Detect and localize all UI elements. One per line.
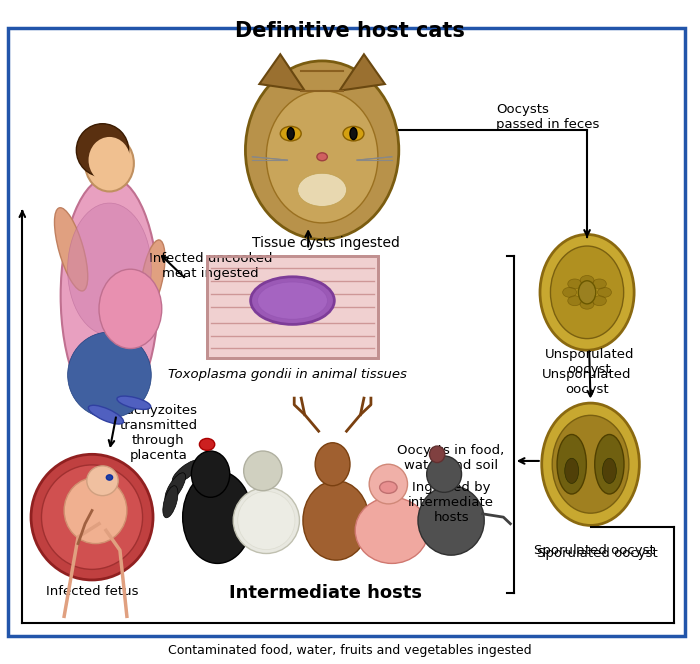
- Ellipse shape: [280, 126, 301, 141]
- Ellipse shape: [41, 465, 143, 569]
- Ellipse shape: [117, 396, 150, 410]
- Ellipse shape: [595, 434, 624, 494]
- Text: Intermediate hosts: Intermediate hosts: [229, 584, 422, 602]
- Ellipse shape: [317, 153, 328, 161]
- Ellipse shape: [350, 127, 357, 139]
- Ellipse shape: [568, 279, 582, 289]
- Ellipse shape: [244, 451, 282, 491]
- Text: Contaminated food, water, fruits and vegetables ingested: Contaminated food, water, fruits and veg…: [168, 644, 532, 657]
- Ellipse shape: [592, 279, 606, 289]
- Ellipse shape: [258, 282, 328, 319]
- Ellipse shape: [568, 295, 582, 305]
- Ellipse shape: [99, 269, 162, 349]
- Ellipse shape: [64, 477, 127, 544]
- Ellipse shape: [550, 246, 624, 339]
- Ellipse shape: [315, 443, 350, 486]
- Ellipse shape: [540, 234, 634, 350]
- Ellipse shape: [598, 288, 612, 297]
- Ellipse shape: [183, 471, 253, 564]
- Ellipse shape: [355, 497, 428, 564]
- Ellipse shape: [580, 276, 594, 286]
- Text: Toxoplasma gondii in animal tissues: Toxoplasma gondii in animal tissues: [168, 369, 407, 382]
- Ellipse shape: [578, 281, 596, 304]
- Ellipse shape: [379, 481, 397, 493]
- Text: Ingested by
intermediate
hosts: Ingested by intermediate hosts: [408, 481, 494, 524]
- Polygon shape: [340, 54, 385, 91]
- Ellipse shape: [246, 61, 399, 240]
- Ellipse shape: [191, 451, 230, 497]
- Text: Definitive host cats: Definitive host cats: [235, 21, 465, 41]
- Ellipse shape: [565, 458, 579, 483]
- Text: Oocysts
passed in feces: Oocysts passed in feces: [496, 103, 600, 131]
- Ellipse shape: [88, 405, 124, 424]
- Ellipse shape: [31, 454, 153, 580]
- Ellipse shape: [55, 208, 88, 291]
- Ellipse shape: [563, 288, 577, 297]
- Text: Tissue cysts ingested: Tissue cysts ingested: [252, 236, 400, 250]
- Ellipse shape: [199, 438, 215, 450]
- Ellipse shape: [87, 466, 118, 495]
- Ellipse shape: [68, 203, 151, 335]
- Ellipse shape: [88, 137, 130, 183]
- Ellipse shape: [580, 299, 594, 309]
- Ellipse shape: [68, 332, 151, 418]
- FancyBboxPatch shape: [207, 256, 378, 359]
- Ellipse shape: [76, 124, 129, 177]
- Ellipse shape: [238, 491, 295, 550]
- Ellipse shape: [542, 403, 639, 525]
- Ellipse shape: [233, 487, 300, 554]
- Ellipse shape: [369, 464, 407, 504]
- Ellipse shape: [303, 481, 369, 560]
- Ellipse shape: [106, 475, 113, 480]
- Text: Unsporulated
oocyst: Unsporulated oocyst: [545, 348, 634, 376]
- Ellipse shape: [592, 295, 606, 305]
- Ellipse shape: [172, 460, 200, 483]
- Polygon shape: [260, 54, 304, 91]
- Text: Infected uncooked
meat ingested: Infected uncooked meat ingested: [149, 252, 272, 280]
- Ellipse shape: [552, 415, 629, 513]
- Text: Infected fetus: Infected fetus: [46, 585, 139, 598]
- Ellipse shape: [427, 456, 461, 492]
- Ellipse shape: [430, 446, 444, 463]
- Ellipse shape: [603, 458, 616, 483]
- Ellipse shape: [418, 486, 484, 555]
- Ellipse shape: [343, 126, 364, 141]
- Ellipse shape: [165, 473, 186, 502]
- Ellipse shape: [61, 177, 158, 414]
- Ellipse shape: [85, 135, 134, 191]
- Text: Tachyzoites
transmitted
through
placenta: Tachyzoites transmitted through placenta: [119, 404, 197, 461]
- Text: Unsporulated
oocyst: Unsporulated oocyst: [542, 369, 632, 396]
- Ellipse shape: [298, 173, 346, 207]
- Ellipse shape: [141, 240, 165, 311]
- Text: Sporulated oocyst: Sporulated oocyst: [533, 544, 654, 556]
- Ellipse shape: [251, 277, 335, 325]
- Text: Oocysts in food,
water and soil: Oocysts in food, water and soil: [398, 444, 505, 471]
- Ellipse shape: [287, 127, 294, 139]
- Ellipse shape: [163, 485, 178, 518]
- Text: Sporulated oocyst: Sporulated oocyst: [537, 547, 658, 560]
- Ellipse shape: [557, 434, 587, 494]
- Ellipse shape: [266, 91, 378, 223]
